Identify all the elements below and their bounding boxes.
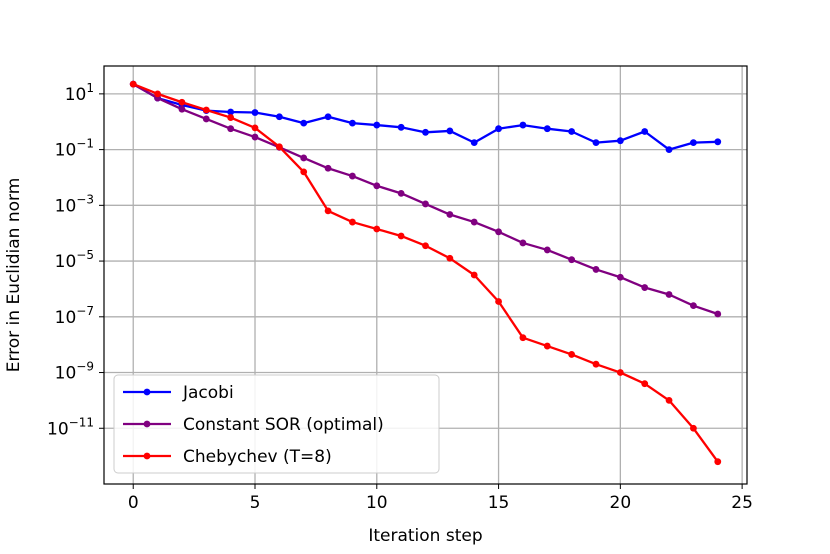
series-point-3 — [470, 271, 478, 279]
y-tick-label: 10−11 — [47, 415, 94, 439]
series-point-1 — [275, 113, 283, 121]
series-point-3 — [129, 80, 137, 88]
legend-box — [113, 374, 440, 474]
series-point-3 — [543, 342, 551, 350]
series-point-1 — [300, 119, 308, 127]
series-point-2 — [543, 246, 551, 254]
series-point-2 — [495, 228, 502, 236]
y-tick-label: 10−5 — [55, 248, 94, 272]
series-point-3 — [568, 351, 576, 358]
series-point-2 — [665, 291, 673, 298]
series-point-3 — [641, 380, 649, 388]
x-tick-label: 20 — [610, 493, 632, 513]
legend-label: Jacobi — [182, 383, 234, 403]
series-point-1 — [665, 146, 673, 154]
x-tick-label: 0 — [128, 493, 139, 513]
series-point-3 — [275, 143, 283, 151]
y-axis-title: Error in Euclidian norm — [4, 178, 24, 373]
series-point-3 — [495, 298, 502, 305]
y-tick-label: 10−1 — [55, 137, 94, 161]
series-point-2 — [422, 200, 429, 208]
series-point-2 — [202, 115, 210, 123]
series-point-2 — [397, 189, 405, 197]
legend-swatch-marker — [143, 452, 151, 460]
series-layer — [129, 80, 722, 466]
series-point-1 — [690, 139, 697, 147]
series-point-1 — [422, 128, 429, 136]
series-point-3 — [422, 242, 429, 250]
series-point-1 — [251, 109, 259, 116]
series-point-2 — [714, 310, 722, 318]
series-point-3 — [592, 360, 600, 368]
series-point-2 — [227, 125, 235, 133]
legend-label: Constant SOR (optimal) — [183, 415, 384, 435]
series-point-1 — [592, 139, 600, 147]
legend: Jacobi Constant SOR (optimal) Chebychev (T… — [113, 374, 440, 474]
series-point-3 — [227, 114, 235, 121]
legend-label: Chebychev (T=8) — [183, 447, 332, 467]
series-point-2 — [373, 182, 381, 190]
series-point-2 — [519, 239, 527, 247]
series-point-1 — [446, 127, 454, 135]
series-point-1 — [470, 139, 478, 147]
x-tick-label: 10 — [366, 493, 388, 513]
series-point-3 — [373, 225, 381, 233]
x-axis-title: Iteration step — [368, 526, 482, 546]
series-point-3 — [519, 334, 527, 342]
series-point-2 — [251, 133, 259, 141]
series-point-2 — [349, 172, 356, 180]
series-point-3 — [349, 218, 356, 226]
series-point-3 — [202, 106, 210, 114]
ticks: 0 5 10 15 20 25 101 10−1 10−3 10−5 10−7 10−9 10−11 — [47, 81, 753, 513]
x-tick-label: 5 — [250, 493, 261, 513]
series-point-1 — [543, 125, 551, 133]
series-point-2 — [568, 256, 576, 264]
series-point-3 — [665, 397, 673, 404]
series-point-1 — [568, 128, 576, 135]
series-point-2 — [178, 105, 186, 113]
series-point-1 — [324, 113, 332, 121]
series-point-3 — [178, 98, 186, 106]
series-point-2 — [690, 302, 697, 310]
series-point-1 — [714, 138, 722, 146]
series-point-3 — [616, 369, 624, 376]
series-point-2 — [446, 211, 454, 218]
plot-frame — [103, 65, 748, 485]
series-point-2 — [641, 284, 649, 291]
series-point-1 — [641, 128, 649, 135]
series-point-2 — [300, 154, 308, 162]
series-point-1 — [495, 125, 502, 133]
series-point-2 — [592, 266, 600, 273]
series-point-3 — [251, 124, 259, 132]
legend-swatch-marker — [143, 420, 151, 428]
series-point-2 — [470, 218, 478, 226]
series-point-1 — [227, 108, 235, 116]
series-line-2 — [132, 83, 719, 316]
series-point-3 — [397, 232, 405, 240]
x-tick-label: 15 — [488, 493, 510, 513]
x-tick-label: 25 — [731, 493, 753, 513]
y-tick-label: 10−9 — [55, 360, 94, 384]
y-tick-label: 10−7 — [55, 304, 94, 328]
series-point-2 — [324, 164, 332, 172]
series-point-2 — [616, 273, 624, 281]
series-point-3 — [690, 424, 697, 432]
series-point-3 — [324, 207, 332, 215]
y-tick-label: 101 — [65, 81, 94, 105]
series-point-1 — [373, 121, 381, 129]
series-point-3 — [714, 458, 722, 466]
legend-swatch-marker — [143, 388, 151, 396]
y-tick-label: 10−3 — [55, 192, 94, 216]
series-point-3 — [154, 90, 161, 98]
series-point-3 — [446, 254, 454, 262]
series-point-1 — [616, 137, 624, 145]
series-point-1 — [349, 119, 356, 127]
series-point-1 — [519, 121, 527, 129]
series-point-3 — [300, 168, 308, 176]
series-point-1 — [397, 123, 405, 131]
